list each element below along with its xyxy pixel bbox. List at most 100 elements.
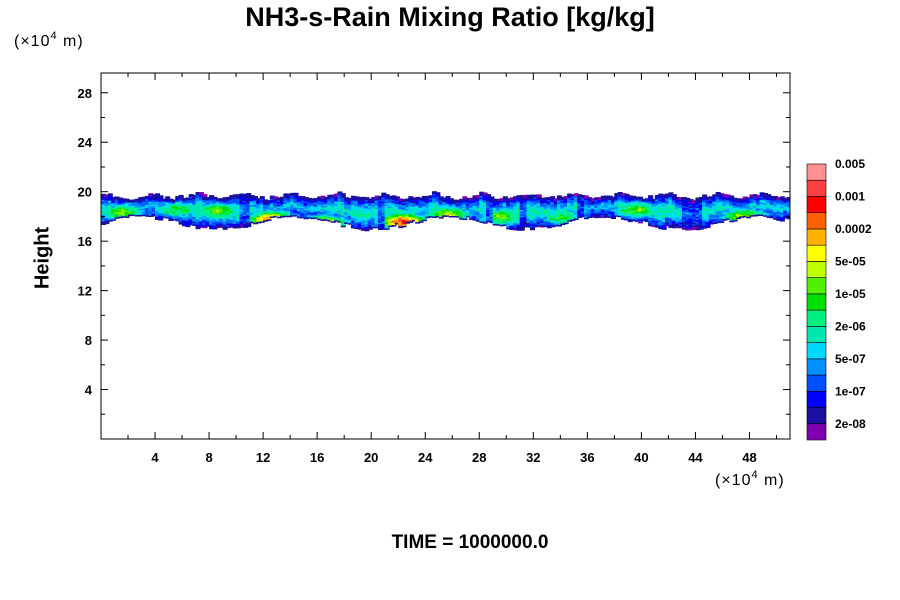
field-cell (685, 197, 691, 201)
y-axis-unit: (×104 m) (14, 30, 84, 51)
field-cell (398, 198, 404, 202)
field-cell (486, 194, 492, 198)
field-cell (182, 198, 188, 202)
field-cell (350, 195, 356, 199)
field-cell (702, 194, 708, 198)
field-cell (330, 194, 336, 198)
field-cell (708, 196, 714, 200)
field-cell (388, 195, 394, 199)
x-tick-label: 8 (205, 450, 212, 465)
field-cell (583, 195, 589, 199)
field-cell (489, 196, 495, 200)
field-cell (712, 194, 718, 198)
y-unit-suffix: m) (57, 33, 84, 50)
field-cell (627, 195, 633, 199)
field-cell (766, 194, 772, 198)
field-cell (472, 195, 478, 199)
field-cell (496, 198, 502, 202)
field-cell (556, 195, 562, 199)
field-cell (249, 195, 255, 199)
field-cell (492, 198, 498, 202)
field-cell (195, 192, 201, 196)
field-cell (155, 193, 161, 197)
field-cell (705, 196, 711, 200)
field-cell (202, 194, 208, 198)
field-cell (641, 198, 647, 202)
field-cell (192, 194, 198, 198)
field-cell (624, 193, 630, 197)
field-cell (523, 194, 529, 198)
field-cell (364, 197, 370, 201)
colorbar-swatch (806, 293, 827, 311)
field-cell (209, 195, 215, 199)
field-cell (516, 195, 522, 199)
field-cell (671, 194, 677, 198)
field-cell (469, 197, 475, 201)
field-cell (377, 195, 383, 199)
field-cell (340, 193, 346, 197)
field-cell (482, 192, 488, 196)
field-cell (165, 196, 171, 200)
colorbar-label: 5e-05 (835, 254, 866, 268)
field-cell (678, 197, 684, 201)
field-cell (543, 197, 549, 201)
field-cell (283, 193, 289, 197)
field-cell (141, 196, 147, 200)
field-cell (361, 196, 367, 200)
field-cell (188, 194, 194, 198)
x-unit-exponent: 4 (751, 469, 759, 481)
field-cell (242, 193, 248, 197)
field-cell (421, 195, 427, 199)
field-cell (276, 197, 282, 201)
field-cell (232, 194, 238, 198)
field-cell (752, 194, 758, 198)
field-cell (161, 198, 167, 202)
x-tick-label: 48 (742, 450, 756, 465)
field-cell (621, 193, 627, 197)
field-cell (597, 197, 603, 201)
field-cell (698, 196, 704, 200)
field-cell (732, 197, 738, 201)
field-cell (661, 194, 667, 198)
colorbar-swatch (806, 196, 827, 214)
field-cell (442, 197, 448, 201)
y-tick-label: 28 (78, 86, 92, 101)
field-cell (219, 198, 225, 202)
field-cell (435, 192, 441, 196)
field-cell (425, 195, 431, 199)
field-cell (134, 198, 140, 202)
colorbar-swatch (806, 228, 827, 246)
x-tick-label: 44 (688, 450, 703, 465)
y-unit-prefix: (×10 (14, 33, 51, 50)
field-cell (175, 196, 181, 200)
x-tick-label: 40 (634, 450, 648, 465)
field-cell (313, 198, 319, 202)
field-cell (411, 197, 417, 201)
y-tick-label: 20 (78, 185, 92, 200)
field-cell (590, 198, 596, 202)
field-cell (506, 198, 512, 202)
field-cell (445, 195, 451, 199)
field-cell (614, 193, 620, 197)
field-cell (205, 197, 211, 201)
field-cell (546, 197, 552, 201)
colorbar-label: 0.0002 (835, 222, 872, 236)
field-cell (719, 193, 725, 197)
field-cell (323, 196, 329, 200)
field-cell (354, 196, 360, 200)
y-tick-label: 8 (85, 333, 92, 348)
field-cell (438, 196, 444, 200)
field-cell (307, 197, 313, 201)
y-tick-label: 4 (85, 383, 93, 398)
field-cell (266, 200, 272, 204)
field-cell (138, 197, 144, 201)
colorbar-swatch (806, 277, 827, 295)
field-cell (269, 195, 275, 199)
field-cell (739, 198, 745, 202)
colorbar-label: 1e-05 (835, 287, 866, 301)
field-cell (144, 195, 150, 199)
field-cell (681, 197, 687, 201)
field-cell (455, 199, 461, 203)
field-cell (502, 196, 508, 200)
